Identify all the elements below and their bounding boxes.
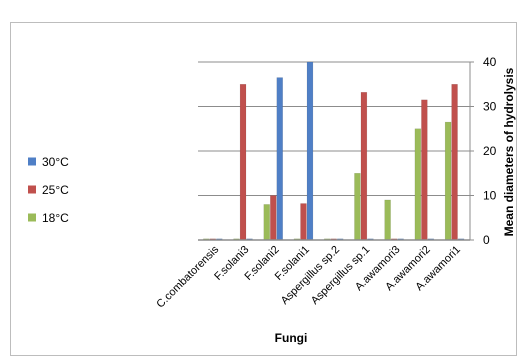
axes [198, 61, 474, 241]
y-tick-label: 40 [483, 55, 497, 69]
y-axis-title: Mean diameters of hydrolysis [502, 67, 516, 236]
bar-30-c-f-solani2 [276, 77, 283, 241]
legend-label-18-c: 18°C [42, 211, 69, 225]
bar-25-c-aspergillus-sp-1 [360, 92, 368, 241]
bar-25-c-f-solani2 [270, 195, 277, 241]
bar-18-c-a-awamori3 [384, 199, 391, 241]
legend-label-30-c: 30°C [42, 155, 69, 169]
bar-18-c-aspergillus-sp-1 [354, 173, 361, 241]
y-tick-label: 20 [483, 144, 497, 158]
bar-18-c-a-awamori1 [444, 121, 452, 241]
bar-25-c-f-solani3 [239, 84, 247, 241]
bar-30-c-f-solani1 [306, 61, 314, 241]
legend-swatch-18-c [28, 213, 36, 222]
legend-label-25-c: 25°C [42, 183, 69, 197]
chart-frame [10, 22, 517, 356]
bar-25-c-f-solani1 [300, 203, 307, 241]
x-axis-title: Fungi [275, 331, 308, 345]
gridlines [198, 61, 470, 241]
bar-18-c-a-awamori2 [414, 128, 422, 241]
bar-25-c-a-awamori1 [451, 84, 458, 241]
bar-25-c-a-awamori2 [421, 99, 428, 241]
x-tick-label: C.combatorensis [154, 243, 221, 310]
y-tick-label: 0 [483, 233, 490, 247]
legend-swatch-30-c [28, 157, 36, 166]
y-tick-label: 30 [483, 100, 497, 114]
bars [203, 61, 465, 241]
y-tick-label: 10 [483, 189, 497, 203]
bar-18-c-f-solani2 [263, 204, 270, 241]
legend-swatch-25-c [28, 185, 36, 194]
x-tick-labels: C.combatorensisF.solani3F.solani2F.solan… [154, 243, 463, 310]
legend: 30°C 25°C 18°C [28, 155, 69, 225]
y-tick-labels: 0 10 20 30 40 [483, 55, 497, 247]
